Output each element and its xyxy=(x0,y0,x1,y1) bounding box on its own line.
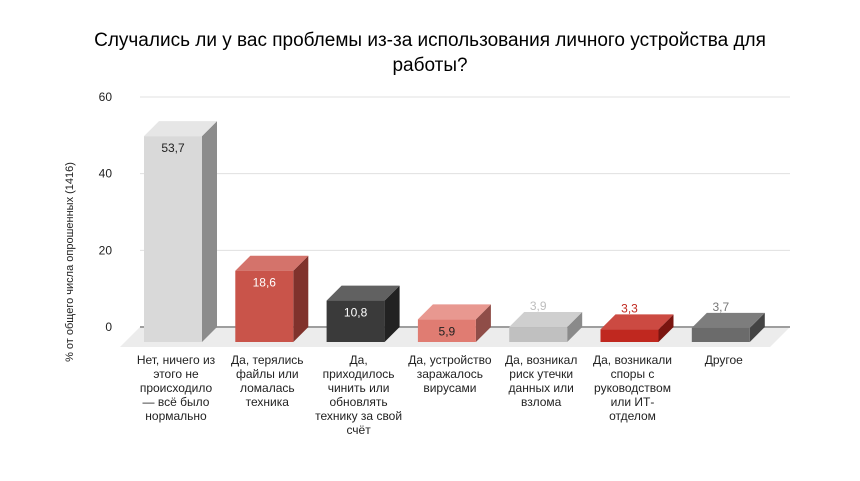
x-tick-label: споры с xyxy=(611,367,655,381)
data-label: 3,3 xyxy=(621,301,638,315)
x-tick-label: обновлять xyxy=(329,395,387,409)
bar-top xyxy=(417,304,491,320)
x-tick-label: Да, xyxy=(350,353,368,367)
x-tick-label: технику за свой xyxy=(315,409,402,423)
y-tick-label: 0 xyxy=(105,320,112,334)
bar-top xyxy=(509,312,583,328)
data-label: 10,8 xyxy=(344,306,368,320)
bar-top xyxy=(691,312,765,328)
x-tick-label: данных или xyxy=(509,381,574,395)
bar xyxy=(144,136,202,342)
bar-top xyxy=(144,121,217,137)
bar-side xyxy=(475,304,491,342)
x-tick-label: отделом xyxy=(609,409,656,423)
bar-side xyxy=(749,312,765,342)
data-label: 3,7 xyxy=(712,300,729,314)
x-tick-label: Да, устройство xyxy=(408,353,492,367)
y-tick-label: 40 xyxy=(99,167,113,181)
bar xyxy=(235,270,294,342)
bar xyxy=(691,327,750,342)
bar xyxy=(509,327,568,342)
bar-top xyxy=(600,314,674,330)
bar-side xyxy=(202,121,217,343)
chart-title: работы? xyxy=(392,55,467,76)
x-tick-label: файлы или xyxy=(236,367,299,381)
data-label: 5,9 xyxy=(439,324,456,338)
bar-side xyxy=(384,285,400,342)
bar-side xyxy=(567,312,583,342)
data-label: 18,6 xyxy=(253,276,277,290)
bar xyxy=(326,300,385,342)
data-label: 53,7 xyxy=(161,141,185,155)
bar-side xyxy=(293,255,309,342)
data-label: 3,9 xyxy=(530,299,547,313)
x-tick-label: — всё было xyxy=(143,395,210,409)
x-tick-label: руководством xyxy=(594,381,671,395)
x-tick-label: Да, терялись xyxy=(231,353,304,367)
x-tick-label: взлома xyxy=(521,395,562,409)
chart-title: Случались ли у вас проблемы из-за исполь… xyxy=(94,30,766,51)
x-tick-label: Другое xyxy=(705,353,743,367)
x-tick-label: нормально xyxy=(145,409,207,423)
bar-side xyxy=(658,314,674,342)
y-tick-label: 60 xyxy=(99,90,113,104)
bar-top xyxy=(235,255,309,271)
x-tick-label: риск утечки xyxy=(509,367,573,381)
x-tick-label: Да, возникали xyxy=(593,353,672,367)
y-axis-label: % от общего числа опрошенных (1416) xyxy=(64,162,76,362)
x-tick-label: или ИТ- xyxy=(611,395,655,409)
x-tick-label: приходилось xyxy=(323,367,395,381)
x-tick-label: счёт xyxy=(346,423,371,437)
x-tick-label: Да, возникал xyxy=(505,353,577,367)
x-tick-label: чинить или xyxy=(328,381,390,395)
x-tick-label: вирусами xyxy=(423,381,476,395)
bar xyxy=(417,319,476,342)
x-tick-label: этого не xyxy=(153,367,199,381)
x-tick-label: техника xyxy=(246,395,290,409)
y-tick-label: 20 xyxy=(99,243,113,257)
bar xyxy=(600,329,659,342)
x-tick-label: заражалось xyxy=(417,367,483,381)
bar-top xyxy=(326,285,400,301)
x-tick-label: Нет, ничего из xyxy=(137,353,216,367)
x-tick-label: ломалась xyxy=(240,381,295,395)
x-tick-label: происходило xyxy=(140,381,213,395)
